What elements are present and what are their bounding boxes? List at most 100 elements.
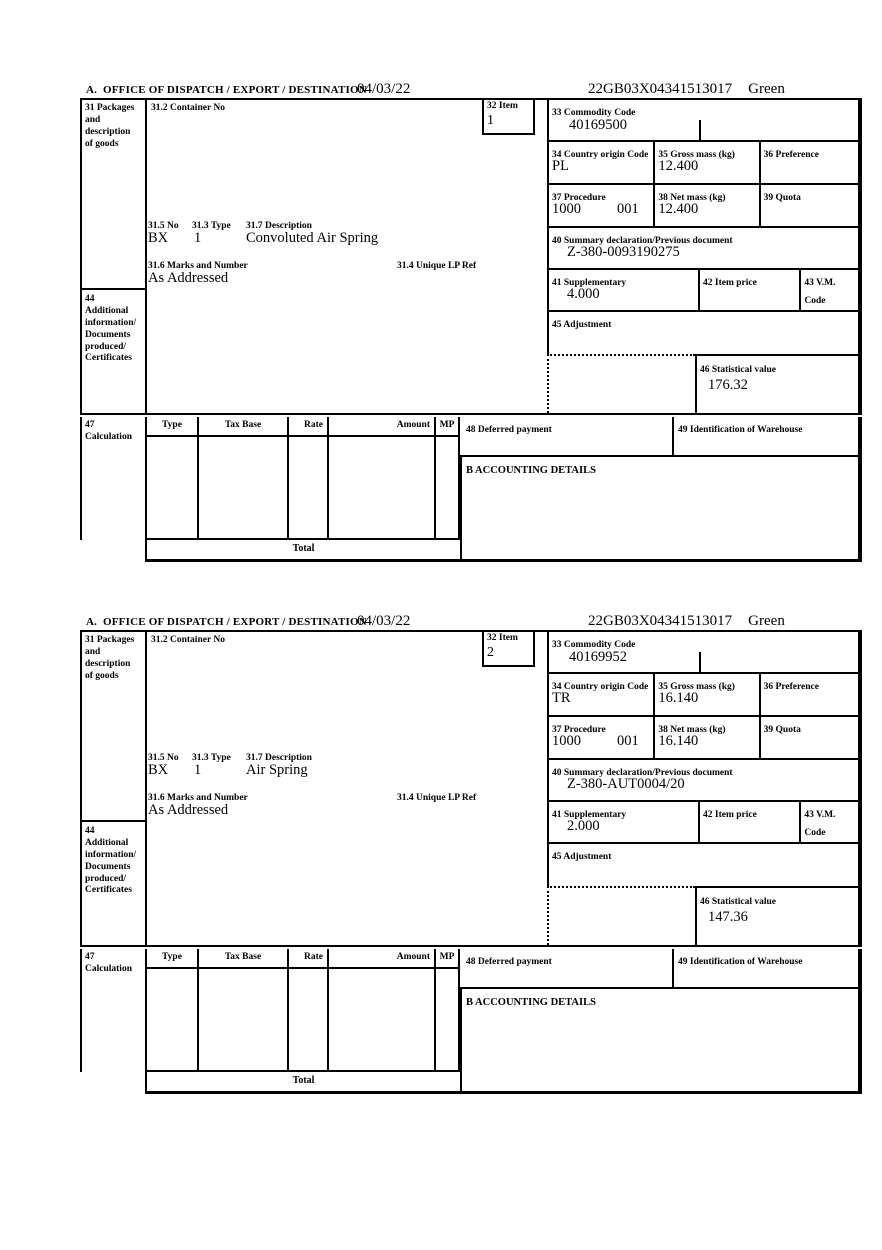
row-37-38-39: 37 Procedure 1000 001 38 Net mass (kg) 1… (547, 185, 858, 228)
row-46: 46 Statistical value 147.36 (547, 886, 858, 945)
calculation-table: Type Tax Base Rate Amount MP (145, 949, 460, 1072)
calc-mp-header: MP (436, 949, 458, 969)
box33-commodity-code: 33 Commodity Code 40169500 (547, 100, 858, 142)
accounting-details-label: B ACCOUNTING DETAILS (466, 465, 596, 476)
box35-gross-mass: 35 Gross mass (kg) 12.400 (653, 142, 758, 183)
calculation-total-row: Total (145, 540, 460, 562)
item-label: 32 Item (487, 633, 518, 643)
row-41-42-43: 41 Supplementary 2.000 42 Item price 43 … (547, 802, 858, 844)
commodity-code-divider (699, 652, 701, 672)
calc-tax-base-header: Tax Base (199, 949, 287, 969)
goods-description-value: Air Spring (246, 762, 308, 778)
country-origin-label: 34 Country origin Code (552, 150, 649, 160)
goods-description-value: Convoluted Air Spring (246, 230, 379, 246)
calculation-total-row: Total (145, 1072, 460, 1094)
box45-adjustment: 45 Adjustment (547, 312, 858, 354)
calc-amount-header: Amount (329, 417, 434, 437)
box37-procedure: 37 Procedure 1000 001 (549, 717, 653, 758)
calc-tax-base-header: Tax Base (199, 417, 287, 437)
box48-deferred-payment: 48 Deferred payment (462, 949, 670, 987)
pkg-description-label: 31.7 Description (246, 753, 312, 763)
vm-code-label: 43 V.M. Code (804, 810, 836, 838)
pkg-no-label: 31.5 No (148, 221, 179, 231)
declaration-reference: 22GB03X04341513017 Green (588, 613, 785, 630)
row-41-42-43: 41 Supplementary 4.000 42 Item price 43 … (547, 270, 858, 312)
box40-summary-declaration: 40 Summary declaration/Previous document… (547, 760, 858, 802)
box36-preference: 36 Preference (758, 674, 858, 715)
row-34-35-36: 34 Country origin Code PL 35 Gross mass … (547, 142, 858, 185)
box32-item: 32 Item 2 (482, 632, 535, 667)
deferred-payment-label: 48 Deferred payment (466, 957, 552, 967)
box42-item-price: 42 Item price (698, 802, 799, 842)
package-count-value: 1 (194, 762, 202, 778)
box43-vm-code: 43 V.M. Code (799, 802, 858, 842)
country-origin-value: TR (552, 690, 571, 706)
item-label: 32 Item (487, 101, 518, 111)
gross-mass-label: 35 Gross mass (kg) (658, 682, 735, 692)
dotted-spare-cell (547, 354, 695, 413)
calc-amount-header: Amount (329, 949, 434, 969)
supplementary-units-value: 4.000 (567, 286, 600, 302)
statistical-value-label: 46 Statistical value (700, 897, 776, 907)
package-kind-value: BX (148, 230, 169, 246)
package-kind-value: BX (148, 762, 169, 778)
quota-label: 39 Quota (763, 193, 801, 203)
commodity-code-value: 40169500 (569, 117, 627, 133)
supplementary-label: 41 Supplementary (552, 810, 627, 820)
preference-label: 36 Preference (763, 682, 819, 692)
item-detail-box: 31 Packages and description of goods 44 … (80, 98, 862, 415)
box46-statistical-value: 46 Statistical value 147.36 (695, 886, 858, 945)
box36-preference: 36 Preference (758, 142, 858, 183)
office-of-dispatch-label: A. OFFICE OF DISPATCH / EXPORT / DESTINA… (86, 616, 367, 628)
summary-declaration-label: 40 Summary declaration/Previous document (552, 768, 733, 778)
row-34-35-36: 34 Country origin Code TR 35 Gross mass … (547, 674, 858, 717)
country-origin-label: 34 Country origin Code (552, 682, 649, 692)
supplementary-label: 41 Supplementary (552, 278, 627, 288)
box47-calculation-label: 47 Calculation (80, 949, 143, 1072)
box38-net-mass: 38 Net mass (kg) 16.140 (653, 717, 758, 758)
box41-supplementary: 41 Supplementary 4.000 (549, 270, 698, 310)
box39-quota: 39 Quota (758, 717, 858, 758)
item-price-label: 42 Item price (703, 810, 757, 820)
unique-lp-ref-label: 31.4 Unique LP Ref (397, 793, 477, 803)
routing-status: Green (748, 81, 785, 97)
declaration-item-section: A. OFFICE OF DISPATCH / EXPORT / DESTINA… (80, 612, 862, 1094)
movement-reference-number: 22GB03X04341513017 (588, 81, 733, 97)
item-price-label: 42 Item price (703, 278, 757, 288)
calc-mp-header: MP (436, 417, 458, 437)
pkg-description-label: 31.7 Description (246, 221, 312, 231)
container-no-label: 31.2 Container No (151, 635, 225, 645)
net-mass-label: 38 Net mass (kg) (658, 725, 726, 735)
row-37-38-39: 37 Procedure 1000 001 38 Net mass (kg) 1… (547, 717, 858, 760)
box42-item-price: 42 Item price (698, 270, 799, 310)
gross-mass-label: 35 Gross mass (kg) (658, 150, 735, 160)
box47-calculation-label: 47 Calculation (80, 417, 143, 540)
box38-net-mass: 38 Net mass (kg) 12.400 (653, 185, 758, 226)
previous-document-value: Z-380-AUT0004/20 (567, 776, 685, 792)
summary-declaration-label: 40 Summary declaration/Previous document (552, 236, 733, 246)
routing-status: Green (748, 613, 785, 629)
procedure-label: 37 Procedure (552, 725, 606, 735)
warehouse-id-label: 49 Identification of Warehouse (678, 425, 803, 435)
deferred-payment-label: 48 Deferred payment (466, 425, 552, 435)
commodity-code-value: 40169952 (569, 649, 627, 665)
net-mass-label: 38 Net mass (kg) (658, 193, 726, 203)
supplementary-units-value: 2.000 (567, 818, 600, 834)
box43-vm-code: 43 V.M. Code (799, 270, 858, 310)
procedure-previous-value: 001 (617, 201, 639, 217)
net-mass-value: 12.400 (658, 201, 699, 217)
procedure-current-value: 1000 (552, 201, 581, 217)
box44-additional-info-label: 44 Additional information/ Documents pro… (85, 294, 137, 364)
box33-commodity-code: 33 Commodity Code 40169952 (547, 632, 858, 674)
previous-document-value: Z-380-0093190275 (567, 244, 680, 260)
preference-label: 36 Preference (763, 150, 819, 160)
left-label-column: 31 Packages and description of goods 44 … (82, 100, 147, 413)
box40-summary-declaration: 40 Summary declaration/Previous document… (547, 228, 858, 270)
commodity-code-label: 33 Commodity Code (552, 640, 636, 650)
calc-rate-header: Rate (289, 949, 327, 969)
box41-supplementary: 41 Supplementary 2.000 (549, 802, 698, 842)
box45-adjustment: 45 Adjustment (547, 844, 858, 886)
item-number-value: 2 (487, 644, 494, 660)
statistical-value: 147.36 (708, 909, 748, 925)
procedure-label: 37 Procedure (552, 193, 606, 203)
